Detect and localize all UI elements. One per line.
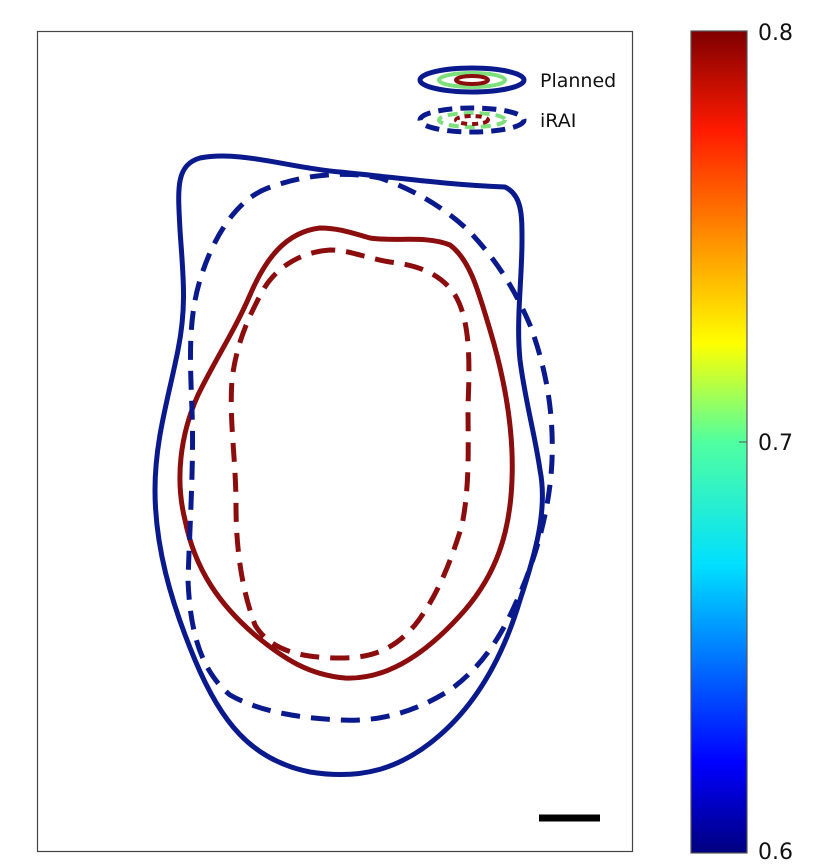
planned-outer-contour [152,153,545,778]
planned-inner-contour [177,225,515,681]
contour-group [152,153,555,778]
legend: Planned iRAI [417,65,616,135]
plot-frame [36,30,634,853]
colorbar-tick-label: 0.8 [758,21,793,46]
colorbar-tick-label: 0.6 [758,840,793,865]
legend-irai-label: iRAI [540,110,576,132]
irai-inner-contour [228,247,472,661]
legend-planned-label: Planned [540,70,616,92]
colorbar-gradient [690,30,748,854]
legend-irai-symbol [417,105,527,135]
colorbar-tick-label: 0.7 [758,431,793,456]
colorbar: 0.8 0.7 0.6 [690,21,793,865]
legend-planned-symbol [417,65,527,95]
irai-outer-contour [185,171,555,723]
